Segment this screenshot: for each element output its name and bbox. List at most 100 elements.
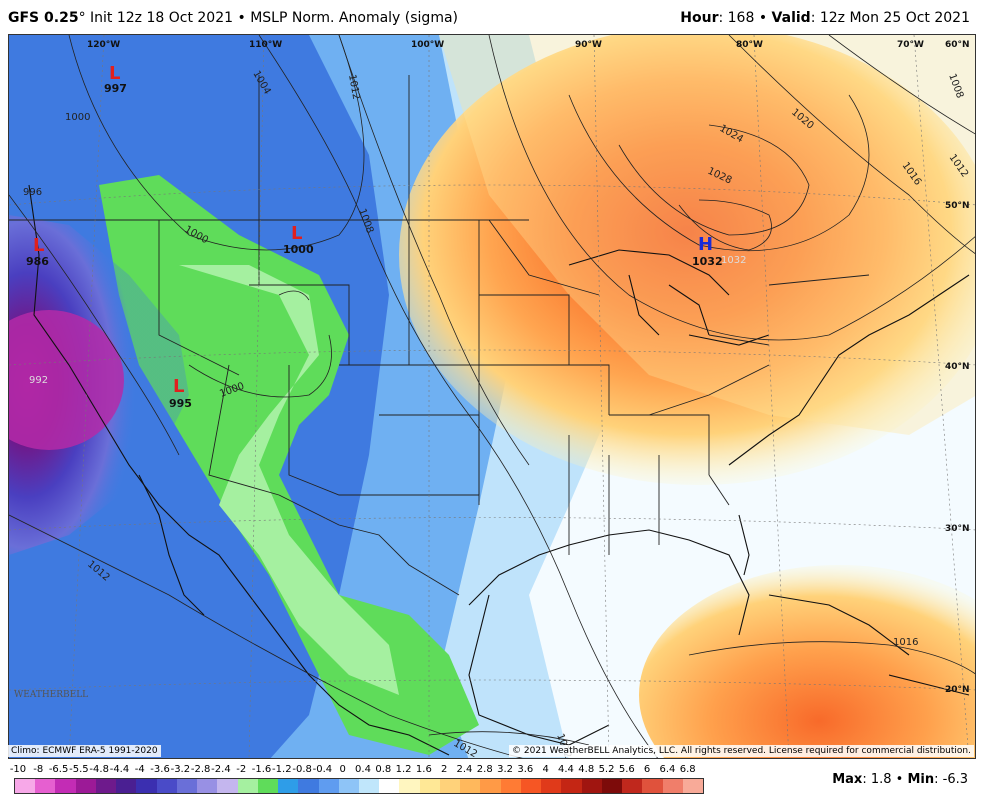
scale-tick-label: 5.2 [598,764,615,775]
scale-swatch [460,779,481,793]
valid-label: Valid [771,10,811,26]
low-center: L 986 [26,235,49,268]
great-lakes [568,249,770,346]
lon-label: 60°N [945,40,970,50]
scale-tick-label: -2 [236,764,247,775]
lat-label: 50°N [945,201,970,211]
high-value: 1032 [692,255,723,268]
low-value: 995 [169,397,192,410]
scale-swatch [358,779,380,793]
scale-tick-label: -8 [33,764,44,775]
header-valid: Hour: 168 • Valid: 12z Mon 25 Oct 2021 [680,10,970,26]
scale-tick-label: 5.6 [618,764,635,775]
scale-swatch [55,779,76,793]
low-value: 997 [104,82,127,95]
scale-tick-label: 2.4 [456,764,473,775]
scale-swatch [419,779,440,793]
scale-swatch [217,779,238,793]
florida [738,514,750,576]
scale-swatch [318,779,339,793]
atlantic-coast [728,274,970,466]
scale-tick-label: 1.6 [415,764,432,775]
scale-swatch [197,779,218,793]
scale-swatch [399,779,420,793]
anomaly-warm-caribbean [639,565,975,758]
lat-label: 20°N [945,685,970,695]
scale-swatch [662,779,683,793]
low-value: 986 [26,255,49,268]
max-value: : 1.8 • [862,772,904,787]
valid-value: : 12z Mon 25 Oct 2021 [810,10,970,26]
isobar-label: 1012 [346,74,361,101]
bullet: • [237,10,246,26]
baja-coast [138,474,205,616]
scale-swatch [379,779,400,793]
scale-tick-label: -10 [9,764,27,775]
scale-tick-label: -1.6 [251,764,272,775]
min-value: : -6.3 [934,772,968,787]
scale-swatch [480,779,501,793]
scale-tick-label: -0.4 [312,764,333,775]
scale-swatch [520,779,542,793]
lon-label: 80°W [736,40,763,50]
scale-swatch [622,779,643,793]
copyright-note: © 2021 WeatherBELL Analytics, LLC. All r… [509,745,974,757]
low-letter: L [173,376,184,397]
high-letter: H [698,234,713,255]
scale-swatch [541,779,562,793]
scale-swatch [257,779,279,793]
scale-swatch [176,779,198,793]
scale-swatch [561,779,582,793]
scale-tick-label: 4.4 [557,764,574,775]
scale-swatch [15,779,36,793]
scale-tick-label: -0.8 [292,764,312,775]
lat-label: 40°N [945,362,970,372]
scale-swatch [500,779,521,793]
scale-tick-label: -3.6 [150,764,170,775]
scale-swatch [278,779,299,793]
scale-swatch [298,779,319,793]
max-label: Max [832,772,863,787]
cuba [768,594,910,656]
scale-tick-label: -2.8 [190,764,211,775]
scale-tick-label: 1.2 [395,764,412,775]
anomaly-magenta-core [9,310,124,450]
pacific-coast [28,184,450,756]
scale-swatch [237,779,258,793]
scale-tick-label: -6.5 [48,764,69,775]
weatherbell-logo: WEATHERBELL [14,690,89,700]
scale-swatch [338,779,359,793]
scale-tick-label: -5.5 [69,764,89,775]
scale-tick-label: -2.4 [211,764,231,775]
header-title: GFS 0.25° Init 12z 18 Oct 2021 • MSLP No… [8,10,458,26]
scale-swatch [642,779,663,793]
anomaly-map: 1000 1004 1012 1008 1020 1024 1028 1016 … [8,34,976,759]
init-time: Init 12z 18 Oct 2021 [90,10,234,26]
scale-tick-label: 2 [440,764,448,775]
lon-label: 100°W [411,40,444,50]
scale-swatch [116,779,137,793]
scale-tick-label: -4.4 [109,764,130,775]
scale-swatch [439,779,461,793]
scale-swatch [136,779,157,793]
degree-sign: ° [78,10,86,26]
isobar-label: 1000 [65,112,90,123]
scale-tick-label: -4 [134,764,145,775]
scale-bar [14,778,704,794]
coordinate-labels: 120°W 110°W 100°W 90°W 80°W 70°W 60°N 50… [87,40,970,695]
scale-tick-label: 6.8 [679,764,696,775]
scale-tick-label: 2.8 [476,764,493,775]
isobar-label: 1032 [721,255,746,266]
high-center: H 1032 [692,234,723,268]
hour-value: : 168 • [718,10,768,26]
hispaniola [888,674,970,696]
color-scale: -10 -8 -6.5 -5.5 -4.8 -4.4 -4 -3.6 -3.2 -2.8 -2.4-… [10,764,704,800]
low-letter: L [109,63,120,84]
anomaly-yellow-fringe [439,35,975,435]
scale-swatch [35,779,56,793]
coastlines [28,184,970,756]
low-letter: L [33,235,44,256]
scale-tick-label: 3.2 [497,764,513,775]
scale-tick-label: 0.4 [355,764,371,775]
scale-tick-label: 0.8 [375,764,392,775]
